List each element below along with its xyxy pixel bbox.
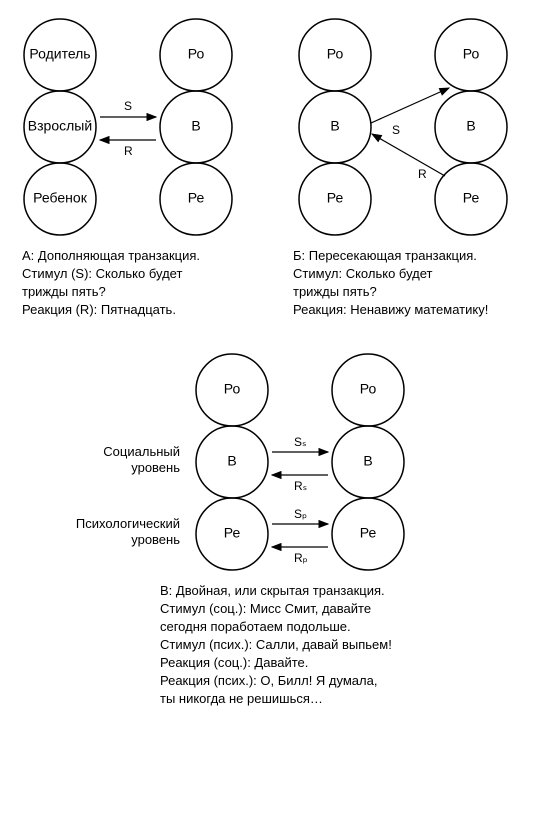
panel-a-left-label-2: Ребенок [33,190,88,206]
panel-a-left-label-1: Взрослый [28,118,92,134]
panel-c-arrow-ss-label: Sₛ [294,435,306,449]
panel-c-left-label-1: В [227,453,236,469]
panel-a-caption-3: Реакция (R): Пятнадцать. [22,302,176,317]
panel-b-right-label-2: Ре [463,190,480,206]
panel-c-right-label-1: В [363,453,372,469]
panel-b-caption-1: Стимул: Сколько будет [293,266,433,281]
transactional-analysis-diagram: Родитель Взрослый Ребенок Ро В Ре S R А:… [0,0,547,830]
panel-c-caption-2: сегодня поработаем подольше. [160,619,351,634]
panel-c-caption-1: Стимул (соц.): Мисс Смит, давайте [160,601,371,616]
panel-a-arrow-s-label: S [124,99,132,113]
panel-c-side-psych-1: Психологический [76,516,180,531]
panel-a-caption-0: А: Дополняющая транзакция. [22,248,200,263]
panel-b-left-label-1: В [330,118,339,134]
panel-b-caption-3: Реакция: Ненавижу математику! [293,302,488,317]
panel-a-left-label-0: Родитель [29,46,90,62]
panel-b: Ро В Ре Ро В Ре S R Б: Пересекающая тран… [293,19,507,317]
panel-a-caption-1: Стимул (S): Сколько будет [22,266,182,281]
panel-a-right-label-0: Ро [188,46,205,62]
panel-b-arrow-r-label: R [418,167,427,181]
panel-b-right-label-0: Ро [463,46,480,62]
panel-c-caption-6: ты никогда не решишься… [160,691,323,706]
panel-c-caption-5: Реакция (псих.): О, Билл! Я думала, [160,673,377,688]
panel-b-left-label-0: Ро [327,46,344,62]
panel-c-caption-4: Реакция (соц.): Давайте. [160,655,308,670]
panel-c-caption-3: Стимул (псих.): Салли, давай выпьем! [160,637,392,652]
panel-c-arrow-rs-label: Rₛ [294,479,307,493]
panel-c-side-social-1: Социальный [103,444,180,459]
panel-b-arrow-r [372,134,445,176]
panel-c: Ро В Ре Ро В Ре Социальный уровень Психо… [76,354,404,706]
panel-a: Родитель Взрослый Ребенок Ро В Ре S R А:… [22,19,232,317]
panel-a-right-label-2: Ре [188,190,205,206]
panel-b-arrow-s-label: S [392,123,400,137]
panel-c-arrow-rp-label: Rₚ [294,551,308,565]
panel-b-right-label-1: В [466,118,475,134]
panel-c-arrow-sp-label: Sₚ [294,507,307,521]
panel-c-side-social-2: уровень [131,460,180,475]
panel-c-left-label-2: Ре [224,525,241,541]
panel-c-right-label-2: Ре [360,525,377,541]
panel-b-caption-0: Б: Пересекающая транзакция. [293,248,477,263]
panel-b-caption-2: трижды пять? [293,284,377,299]
panel-a-right-label-1: В [191,118,200,134]
panel-c-left-label-0: Ро [224,381,241,397]
panel-c-right-label-0: Ро [360,381,377,397]
panel-c-side-psych-2: уровень [131,532,180,547]
panel-c-caption-0: В: Двойная, или скрытая транзакция. [160,583,385,598]
panel-b-arrow-s [371,88,449,123]
panel-a-caption-2: трижды пять? [22,284,106,299]
panel-a-arrow-r-label: R [124,144,133,158]
panel-b-left-label-2: Ре [327,190,344,206]
